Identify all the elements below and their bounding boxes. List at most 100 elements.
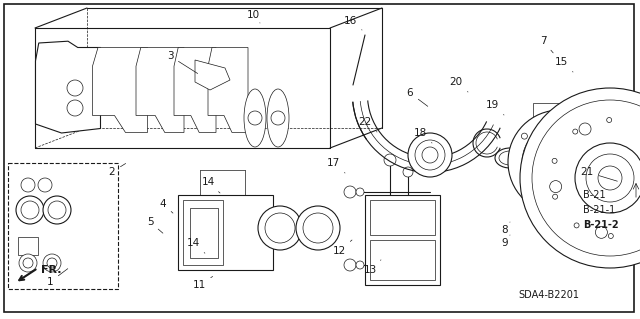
Text: 7: 7 xyxy=(540,36,553,53)
Circle shape xyxy=(47,258,57,268)
Circle shape xyxy=(520,88,640,268)
Circle shape xyxy=(403,167,413,177)
Text: 16: 16 xyxy=(344,16,362,30)
Text: 14: 14 xyxy=(202,177,220,193)
Polygon shape xyxy=(136,48,184,132)
Polygon shape xyxy=(195,60,230,90)
Ellipse shape xyxy=(499,151,521,165)
Circle shape xyxy=(344,186,356,198)
Circle shape xyxy=(508,110,612,214)
Circle shape xyxy=(532,176,540,184)
Text: 8: 8 xyxy=(502,222,510,235)
Circle shape xyxy=(258,206,302,250)
Circle shape xyxy=(595,226,607,238)
Circle shape xyxy=(554,156,566,168)
Bar xyxy=(178,195,273,270)
Ellipse shape xyxy=(244,89,266,147)
Circle shape xyxy=(21,201,39,219)
Text: 13: 13 xyxy=(364,260,381,275)
Circle shape xyxy=(522,124,598,200)
Text: 22: 22 xyxy=(358,117,377,132)
Bar xyxy=(370,240,435,280)
Circle shape xyxy=(16,196,44,224)
Text: 15: 15 xyxy=(554,57,573,72)
Circle shape xyxy=(67,80,83,96)
Circle shape xyxy=(356,188,364,196)
Circle shape xyxy=(522,185,527,191)
Ellipse shape xyxy=(267,89,289,147)
Circle shape xyxy=(552,194,557,199)
Circle shape xyxy=(579,123,591,135)
Bar xyxy=(18,237,38,255)
Text: 11: 11 xyxy=(193,277,212,290)
Circle shape xyxy=(601,159,607,165)
Circle shape xyxy=(344,259,356,271)
Circle shape xyxy=(19,254,37,272)
Circle shape xyxy=(271,111,285,125)
Circle shape xyxy=(552,158,557,163)
Circle shape xyxy=(548,150,572,174)
Circle shape xyxy=(609,234,613,239)
Text: 5: 5 xyxy=(147,217,163,233)
Circle shape xyxy=(571,117,577,123)
Circle shape xyxy=(550,181,562,193)
Bar xyxy=(190,208,218,258)
Text: B-21-2: B-21-2 xyxy=(583,220,619,230)
Circle shape xyxy=(586,158,594,166)
Circle shape xyxy=(522,133,527,139)
Text: 18: 18 xyxy=(413,128,432,143)
Bar xyxy=(370,200,435,235)
Circle shape xyxy=(532,100,640,256)
Text: 4: 4 xyxy=(160,199,173,213)
Bar xyxy=(365,195,440,285)
Circle shape xyxy=(48,201,66,219)
Text: 14: 14 xyxy=(186,238,205,253)
Circle shape xyxy=(571,201,577,207)
Text: B-21: B-21 xyxy=(583,190,605,200)
Circle shape xyxy=(43,196,71,224)
Circle shape xyxy=(565,130,573,137)
Text: 2: 2 xyxy=(109,163,125,177)
Circle shape xyxy=(598,166,622,190)
Bar xyxy=(533,103,593,145)
Circle shape xyxy=(265,213,295,243)
Polygon shape xyxy=(208,48,248,132)
Text: 1: 1 xyxy=(47,269,68,287)
Circle shape xyxy=(408,133,452,177)
Text: 20: 20 xyxy=(449,77,468,92)
Polygon shape xyxy=(35,41,100,133)
Text: 9: 9 xyxy=(502,235,510,248)
Text: 12: 12 xyxy=(332,240,352,256)
Circle shape xyxy=(23,258,33,268)
Text: 10: 10 xyxy=(246,10,260,23)
Circle shape xyxy=(532,140,540,148)
Text: 3: 3 xyxy=(166,51,198,73)
Text: SDA4-B2201: SDA4-B2201 xyxy=(518,290,579,300)
Bar xyxy=(183,200,223,265)
Circle shape xyxy=(573,129,578,134)
Circle shape xyxy=(586,154,634,202)
Circle shape xyxy=(574,223,579,228)
Circle shape xyxy=(67,100,83,116)
Circle shape xyxy=(384,154,396,166)
Text: FR.: FR. xyxy=(41,265,61,275)
Ellipse shape xyxy=(495,148,525,168)
Bar xyxy=(8,163,118,289)
Text: 6: 6 xyxy=(406,88,428,106)
Text: 21: 21 xyxy=(580,167,618,181)
Polygon shape xyxy=(93,48,147,132)
Circle shape xyxy=(303,213,333,243)
Text: 19: 19 xyxy=(485,100,504,115)
Text: B-21-1: B-21-1 xyxy=(583,205,615,215)
Circle shape xyxy=(565,187,573,195)
Circle shape xyxy=(356,261,364,269)
Polygon shape xyxy=(174,48,216,132)
Circle shape xyxy=(248,111,262,125)
Circle shape xyxy=(538,140,582,184)
Circle shape xyxy=(38,178,52,192)
Circle shape xyxy=(21,178,35,192)
Circle shape xyxy=(43,254,61,272)
Circle shape xyxy=(422,147,438,163)
Circle shape xyxy=(296,206,340,250)
Text: 17: 17 xyxy=(326,158,345,173)
